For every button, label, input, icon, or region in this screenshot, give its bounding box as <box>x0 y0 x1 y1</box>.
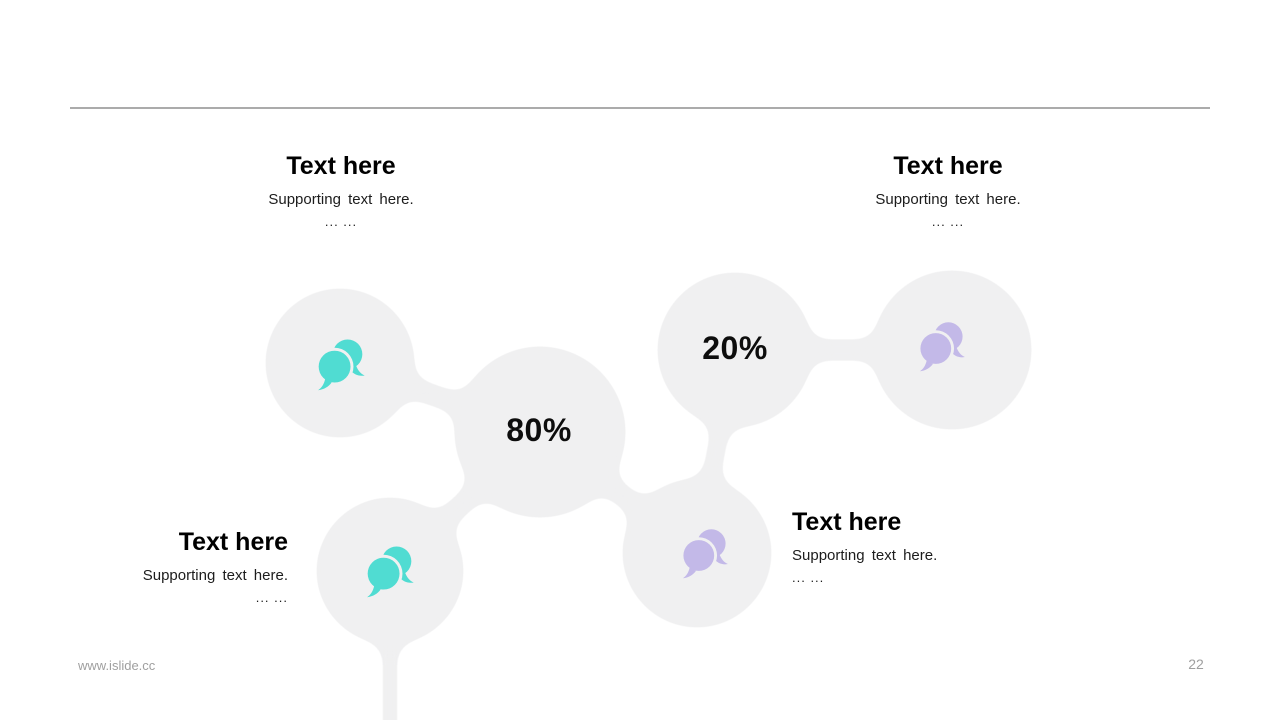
caption-ellipsis: ... ... <box>792 570 825 585</box>
top-divider <box>70 107 1210 109</box>
caption-title: Text here <box>893 152 1003 180</box>
caption-title: Text here <box>286 152 396 180</box>
footer-website: www.islide.cc <box>78 658 156 673</box>
chat-bubbles-icon <box>360 540 419 599</box>
blob-connector <box>337 354 543 441</box>
blob-connector <box>534 424 703 561</box>
caption-block-bottom-left: Text here Supporting text here. ... ... <box>8 528 288 606</box>
caption-subtitle: Supporting text here. <box>875 191 1021 208</box>
caption-ellipsis: ... ... <box>255 590 288 605</box>
caption-ellipsis: ... ... <box>931 214 965 229</box>
stat-value-main: 80% <box>506 412 572 448</box>
caption-subtitle: Supporting text here. <box>792 547 938 564</box>
chat-bubbles-icon <box>311 333 370 392</box>
chat-bubbles-icon <box>676 523 733 580</box>
chat-bubbles-icon <box>913 316 970 373</box>
caption-block-top-left: Text here Supporting text here. ... ... <box>201 152 481 230</box>
caption-title: Text here <box>178 528 288 556</box>
caption-title: Text here <box>792 508 902 536</box>
caption-subtitle: Supporting text here. <box>268 191 414 208</box>
caption-block-bottom-right: Text here Supporting text here. ... ... <box>792 508 1092 586</box>
page-number: 22 <box>1188 656 1204 672</box>
stat-value-secondary: 20% <box>702 330 768 366</box>
caption-subtitle: Supporting text here. <box>142 567 288 584</box>
blob-connector <box>383 425 547 578</box>
blob-connector <box>689 348 743 555</box>
caption-block-top-right: Text here Supporting text here. ... ... <box>808 152 1088 230</box>
caption-ellipsis: ... ... <box>324 214 358 229</box>
